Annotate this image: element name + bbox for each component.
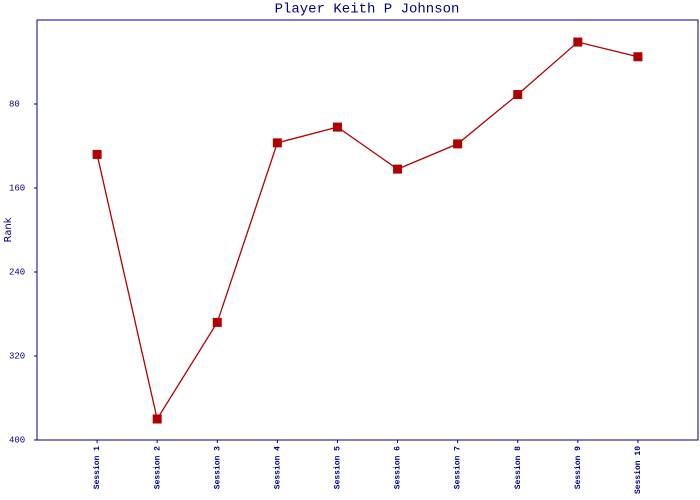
data-marker bbox=[212, 317, 222, 327]
x-tick-label: Session 9 bbox=[574, 446, 583, 489]
y-axis-label: Rank bbox=[3, 217, 14, 242]
data-marker bbox=[332, 122, 342, 132]
y-tick-label: 240 bbox=[9, 267, 25, 277]
x-tick-label: Session 1 bbox=[93, 446, 102, 489]
data-line bbox=[96, 41, 639, 421]
x-tick-label: Session 5 bbox=[334, 446, 343, 489]
x-tick-label: Session 3 bbox=[213, 446, 222, 489]
plot-frame bbox=[36, 19, 699, 441]
data-marker bbox=[152, 414, 162, 424]
data-marker bbox=[272, 138, 282, 148]
data-marker bbox=[573, 37, 583, 47]
data-marker bbox=[633, 52, 643, 62]
chart-title: Player Keith P Johnson bbox=[275, 2, 460, 18]
x-tick-label: Session 7 bbox=[454, 446, 463, 489]
data-marker bbox=[393, 164, 403, 174]
y-tick-label: 320 bbox=[9, 351, 25, 361]
x-tick-label: Session 6 bbox=[394, 446, 403, 489]
x-tick-label: Session 2 bbox=[153, 446, 162, 489]
x-tick-label: Session 10 bbox=[634, 446, 643, 494]
y-tick-label: 80 bbox=[9, 99, 20, 109]
y-tick-label: 160 bbox=[9, 183, 25, 193]
data-marker bbox=[92, 149, 102, 159]
x-tick-label: Session 8 bbox=[514, 446, 523, 489]
data-marker bbox=[513, 90, 523, 100]
y-tick-label: 400 bbox=[9, 435, 25, 445]
data-marker bbox=[453, 139, 463, 149]
x-tick-label: Session 4 bbox=[273, 446, 282, 489]
